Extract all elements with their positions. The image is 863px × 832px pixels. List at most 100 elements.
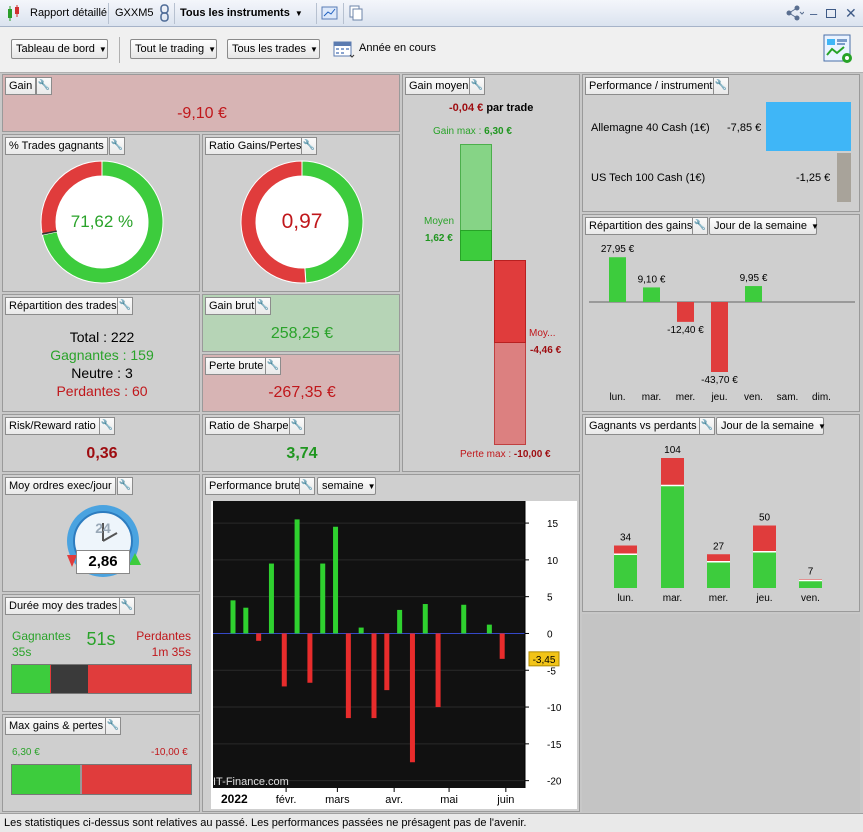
risk-reward-value: 0,36: [86, 445, 118, 462]
last-value-label: -3,45: [533, 655, 556, 666]
period-dropdown[interactable]: semaine ▼: [317, 477, 376, 495]
share-icon[interactable]: [784, 0, 805, 27]
period-select-label: semaine: [322, 480, 364, 492]
instrument-bar: [766, 102, 851, 151]
perf-bar: [409, 633, 415, 763]
minimize-icon[interactable]: –: [810, 6, 818, 21]
duration-winners-value: 35s: [12, 645, 32, 659]
losing-trades: Perdantes : 60: [56, 383, 148, 399]
period-label[interactable]: Année en cours: [359, 42, 437, 54]
gain-distribution-panel: Répartition des gains 🔧 Jour de la semai…: [582, 214, 860, 412]
weekday-tick-label: mar.: [642, 392, 661, 403]
x-tick-label: juin: [496, 794, 514, 806]
perf-bar: [268, 563, 274, 634]
loss-avg-bar: [494, 260, 526, 343]
neutral-trades: Neutre : 3: [71, 365, 133, 381]
avg-per-trade-value: -0,04 €: [449, 102, 484, 114]
stats-settings-icon[interactable]: [822, 33, 854, 68]
chevron-down-icon: ▼: [98, 45, 107, 54]
weekday-label: Jour de la semaine: [721, 420, 814, 432]
trades-dropdown[interactable]: Tous les trades ▼: [227, 39, 320, 59]
wrench-icon[interactable]: 🔧: [117, 297, 133, 315]
wrench-icon[interactable]: 🔧: [469, 77, 485, 95]
report-title[interactable]: Rapport détaillé: [30, 7, 108, 19]
clock-dial-number: 24: [95, 520, 111, 536]
perf-bar: [384, 633, 390, 691]
perf-bar: [486, 624, 492, 634]
instruments-dropdown[interactable]: Tous les instruments ▼: [180, 0, 303, 27]
perf-bar: [371, 633, 377, 719]
wrench-icon[interactable]: 🔧: [699, 417, 715, 435]
plot-area: [213, 501, 525, 788]
panel-header: Ratio Gains/Pertes: [205, 137, 306, 155]
trading-dropdown[interactable]: Tout le trading ▼: [130, 39, 217, 59]
trades-count-label: 50: [759, 513, 771, 524]
perf-bar: [333, 526, 339, 634]
panel-header: Gain: [5, 77, 37, 95]
chevron-down-icon: ▼: [294, 9, 303, 18]
copy-icon[interactable]: [348, 0, 364, 27]
account-label[interactable]: GXXM5: [115, 7, 154, 19]
wrench-icon[interactable]: 🔧: [105, 717, 121, 735]
panel-header: % Trades gagnants: [5, 137, 108, 155]
gain-bar-label: -12,40 €: [667, 325, 704, 336]
instruments-label: Tous les instruments: [180, 7, 290, 19]
weekday-tick-label: jeu.: [710, 392, 727, 403]
perf-bar: [307, 633, 313, 683]
perf-bar: [397, 609, 403, 634]
chart-window-icon[interactable]: [321, 0, 339, 27]
weekday-tick-label: lun.: [617, 593, 633, 604]
gain-bar-label: -43,70 €: [701, 375, 738, 386]
wrench-icon[interactable]: 🔧: [119, 597, 135, 615]
wrench-icon[interactable]: 🔧: [301, 137, 317, 155]
trade-distribution-panel: Répartition des trades 🔧 Total : 222 Gag…: [2, 294, 200, 412]
weekday-dropdown[interactable]: Jour de la semaine ▼: [709, 217, 819, 235]
duration-bar: [11, 664, 192, 694]
sharpe-panel: Ratio de Sharpe 🔧 3,74: [202, 414, 400, 472]
weekday-dropdown[interactable]: Jour de la semaine ▼: [716, 417, 826, 435]
last-value-tag: [528, 651, 560, 667]
weekday-label: Jour de la semaine: [714, 220, 807, 232]
winners-losers-chart: 34 lun. 104 mar. 27 mer. 50 jeu. 7 ven.: [614, 445, 822, 604]
close-icon[interactable]: ✕: [845, 5, 857, 21]
wrench-icon[interactable]: 🔧: [99, 417, 115, 435]
panel-header: Max gains & pertes: [5, 717, 108, 735]
dashboard-dropdown[interactable]: Tableau de bord ▼: [11, 39, 108, 59]
perf-bar: [243, 607, 249, 634]
wrench-icon[interactable]: 🔧: [289, 417, 305, 435]
gross-gain-value: 258,25 €: [270, 325, 334, 342]
instrument-name: US Tech 100 Cash (1€): [591, 172, 706, 184]
y-tick-label: 5: [547, 593, 553, 604]
max-gain-value: 6,30 €: [12, 747, 40, 758]
gain-max-value: 6,30 €: [484, 126, 512, 137]
wrench-icon[interactable]: 🔧: [299, 477, 315, 495]
gross-performance-panel: Performance brute 🔧 semaine ▼ 15 10 5 0 -5 -10…: [202, 474, 580, 812]
panel-header: Répartition des gains: [585, 217, 697, 235]
wrench-icon[interactable]: 🔧: [713, 77, 729, 95]
gain-panel: Gain 🔧 -9,10 €: [2, 74, 400, 132]
wrench-icon[interactable]: 🔧: [117, 477, 133, 495]
ratio-donut: [240, 160, 364, 284]
instrument-value: -7,85 €: [727, 122, 762, 134]
winners-bar: [614, 554, 637, 588]
calendar-icon[interactable]: [333, 39, 355, 62]
loss-max-label: Perte max :: [460, 449, 512, 460]
wrench-icon[interactable]: 🔧: [255, 297, 271, 315]
wrench-icon[interactable]: 🔧: [692, 217, 708, 235]
perf-bar: [422, 604, 428, 634]
winners-bar: [753, 551, 776, 588]
wrench-icon[interactable]: 🔧: [109, 137, 125, 155]
wrench-icon[interactable]: 🔧: [36, 77, 52, 95]
panel-header: Gagnants vs perdants: [585, 417, 701, 435]
gain-bar-label: 9,95 €: [740, 273, 768, 284]
losers-bar: [753, 525, 776, 552]
panel-header: Ratio de Sharpe: [205, 417, 293, 435]
watermark: IT-Finance.com: [213, 776, 289, 788]
wrench-icon[interactable]: 🔧: [265, 357, 281, 375]
loss-max-value: -10,00 €: [513, 449, 551, 460]
maximize-icon[interactable]: [826, 0, 836, 27]
link-icon[interactable]: [158, 0, 172, 27]
avg-duration-panel: Durée moy des trades 🔧 Gagnantes 35s 51s…: [2, 594, 200, 712]
losers-bar: [614, 545, 637, 555]
panel-header: Performance brute: [205, 477, 305, 495]
